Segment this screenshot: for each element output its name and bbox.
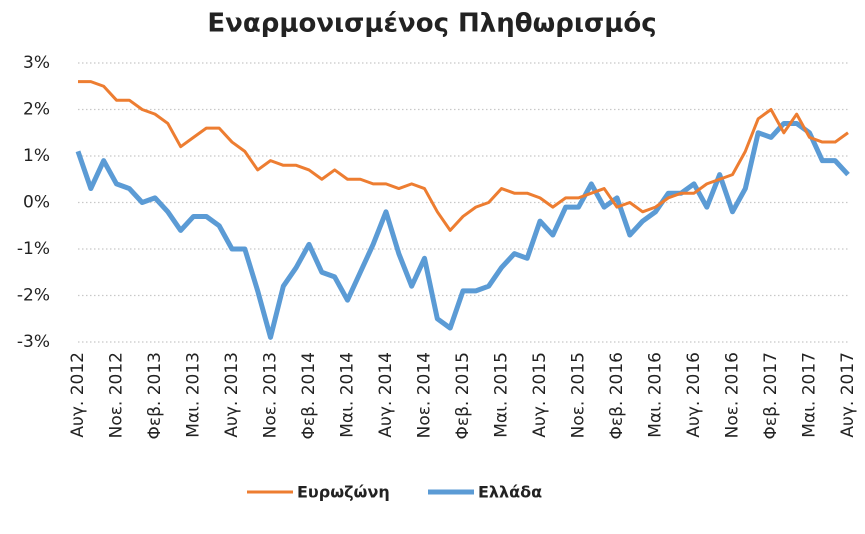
y-tick-label: -3% (17, 332, 50, 352)
x-tick-label: Φεβ. 2015 (453, 352, 473, 440)
x-tick-label: Νοε. 2015 (569, 352, 589, 438)
x-tick-label: Αυγ. 2014 (376, 352, 396, 438)
x-tick-label: Νοε. 2016 (723, 352, 743, 438)
data-line (78, 80, 849, 232)
y-tick-label: 0% (23, 193, 50, 213)
x-tick-label: Αυγ. 2015 (530, 352, 550, 438)
x-tick-label: Φεβ. 2016 (607, 352, 627, 440)
x-tick-label: Νοε. 2013 (261, 352, 281, 438)
y-tick-label: 2% (23, 100, 50, 120)
x-tick-label: Αυγ. 2012 (68, 352, 88, 438)
legend-label: Ελλάδα (478, 483, 542, 502)
x-tick-label: Αυγ. 2016 (684, 352, 704, 438)
data-line (75, 120, 850, 340)
x-tick-label: Μαι. 2016 (646, 352, 666, 438)
x-tick-label: Φεβ. 2017 (761, 352, 781, 440)
x-tick-label: Μαι. 2013 (184, 352, 204, 438)
x-tick-label: Αυγ. 2013 (222, 352, 242, 438)
x-tick-label: Νοε. 2014 (415, 352, 435, 438)
x-tick-label: Φεβ. 2013 (145, 352, 165, 440)
x-tick-label: Μαι. 2017 (800, 352, 820, 438)
y-tick-label: -1% (17, 239, 50, 259)
y-tick-label: -2% (17, 286, 50, 306)
x-tick-label: Μαι. 2015 (492, 352, 512, 438)
chart-title: Εναρμονισμένος Πληθωρισμός (207, 9, 656, 39)
y-tick-label: 3% (23, 53, 50, 73)
legend-label: Ευρωζώνη (297, 483, 390, 502)
y-tick-label: 1% (23, 146, 50, 166)
x-tick-label: Αυγ. 2017 (838, 352, 858, 438)
x-tick-label: Φεβ. 2014 (299, 352, 319, 440)
x-tick-label: Μαι. 2014 (338, 352, 358, 438)
x-tick-label: Νοε. 2012 (107, 352, 127, 438)
